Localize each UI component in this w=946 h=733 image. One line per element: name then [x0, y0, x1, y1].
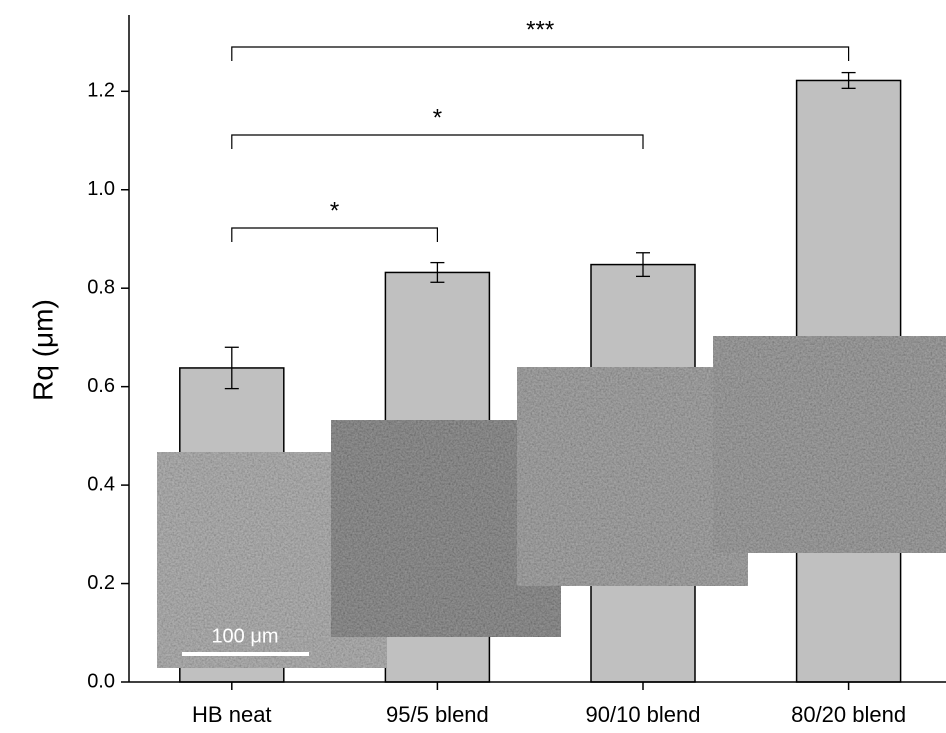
x-tick-label: 80/20 blend: [791, 702, 906, 727]
significance-bracket: [231, 227, 438, 242]
x-tick-label: 90/10 blend: [586, 702, 701, 727]
y-tick-label: 0.4: [87, 473, 115, 495]
error-bar: [636, 252, 650, 278]
y-tick-label: 0.0: [87, 670, 115, 692]
y-tick-label: 1.2: [87, 80, 115, 102]
significance-label: ***: [526, 16, 554, 43]
inset-image: [517, 367, 748, 586]
significance-label: *: [330, 197, 339, 224]
scale-bar-label: 100 μm: [211, 625, 278, 647]
y-tick-label: 0.2: [87, 572, 115, 594]
error-bar: [841, 71, 856, 89]
y-tick-label: 0.8: [87, 276, 115, 298]
insets: 100 μm: [157, 336, 946, 668]
y-tick-label: 1.0: [87, 178, 115, 200]
x-tick-label: HB neat: [192, 702, 272, 727]
y-axis-label: Rq (μm): [27, 299, 58, 401]
significance-bracket: [231, 46, 850, 61]
inset-image: [713, 336, 946, 553]
y-tick-label: 0.6: [87, 375, 115, 397]
axes: HB neat 95/5 blend 90/10 blend 80/20 blend 0…: [87, 15, 946, 727]
significance-bracket: [231, 134, 644, 149]
error-bar: [430, 261, 445, 283]
significance-label: *: [433, 104, 442, 131]
error-bar: [224, 346, 239, 390]
x-tick-label: 95/5 blend: [386, 702, 489, 727]
